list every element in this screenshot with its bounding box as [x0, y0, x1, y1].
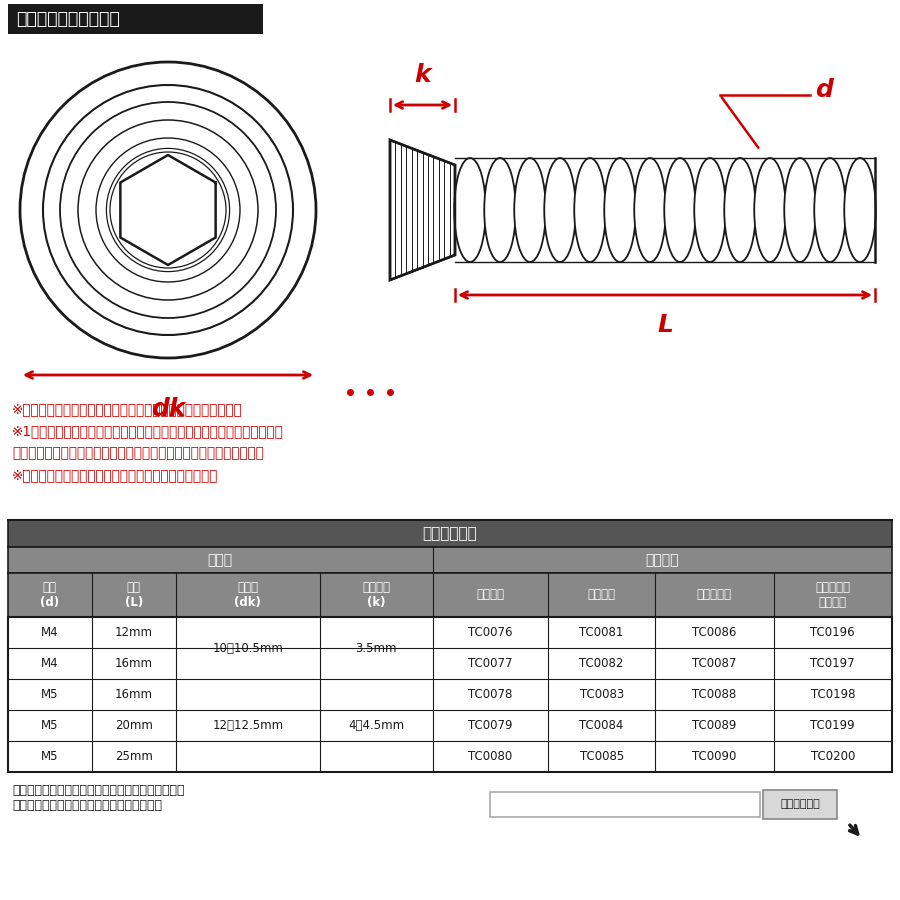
Text: TC0087: TC0087 [692, 657, 736, 670]
Text: L: L [657, 313, 673, 337]
Text: ※1本１本手作業で制作されていますので、ヘッド部分の削りやサイズ、: ※1本１本手作業で制作されていますので、ヘッド部分の削りやサイズ、 [12, 424, 284, 438]
Text: TC0085: TC0085 [580, 750, 624, 763]
Text: TC0199: TC0199 [811, 719, 855, 732]
Ellipse shape [604, 158, 635, 262]
Text: ストア内検索に商品番号を入力していただけますと
お探しの商品に素早くアクセスができます。: ストア内検索に商品番号を入力していただけますと お探しの商品に素早くアクセスがで… [12, 784, 184, 812]
FancyBboxPatch shape [763, 790, 837, 819]
Text: 20mm: 20mm [114, 719, 153, 732]
Text: 16mm: 16mm [114, 688, 153, 701]
FancyBboxPatch shape [8, 710, 892, 741]
Text: TC0200: TC0200 [811, 750, 855, 763]
FancyBboxPatch shape [8, 679, 892, 710]
Text: ゴールド: ゴールド [588, 589, 616, 601]
Text: 呼び
(d): 呼び (d) [40, 581, 59, 609]
Text: TC0090: TC0090 [692, 750, 736, 763]
Text: TC0084: TC0084 [580, 719, 624, 732]
FancyBboxPatch shape [8, 547, 892, 573]
Text: TC0197: TC0197 [811, 657, 855, 670]
Text: 長さ
(L): 長さ (L) [124, 581, 143, 609]
Ellipse shape [454, 158, 486, 262]
Polygon shape [390, 140, 455, 280]
Text: TC0083: TC0083 [580, 688, 624, 701]
Text: k: k [414, 63, 431, 87]
Text: TC0088: TC0088 [692, 688, 736, 701]
Text: TC0089: TC0089 [692, 719, 736, 732]
Text: 12mm: 12mm [114, 626, 153, 639]
Text: dk: dk [151, 397, 185, 421]
FancyBboxPatch shape [490, 792, 760, 817]
Text: M4: M4 [41, 626, 58, 639]
Text: 頭部径
(dk): 頭部径 (dk) [234, 581, 261, 609]
Ellipse shape [694, 158, 725, 262]
Ellipse shape [544, 158, 576, 262]
Text: シェルヘッド: シェルヘッド [423, 526, 477, 541]
Text: TC0086: TC0086 [692, 626, 736, 639]
Ellipse shape [664, 158, 696, 262]
Text: 焼きチタン: 焼きチタン [697, 589, 732, 601]
Text: 頭部高さ
(k): 頭部高さ (k) [363, 581, 391, 609]
FancyBboxPatch shape [8, 648, 892, 679]
Text: M5: M5 [41, 688, 58, 701]
FancyBboxPatch shape [8, 520, 892, 547]
Text: 当店品番: 当店品番 [645, 553, 680, 567]
Ellipse shape [754, 158, 786, 262]
Ellipse shape [814, 158, 846, 262]
Text: 12～12.5mm: 12～12.5mm [212, 719, 284, 732]
FancyBboxPatch shape [8, 617, 892, 648]
Text: ストア内検索: ストア内検索 [780, 799, 820, 809]
Text: ※記載のサイズは平均値です。個体により誤差がございます。: ※記載のサイズは平均値です。個体により誤差がございます。 [12, 402, 243, 416]
Ellipse shape [514, 158, 545, 262]
FancyBboxPatch shape [8, 4, 263, 34]
Text: サイズ: サイズ [208, 553, 233, 567]
Ellipse shape [784, 158, 815, 262]
Text: TC0198: TC0198 [811, 688, 855, 701]
Text: 着色には個体差がございます。予めご理解の上、ご購入ください。: 着色には個体差がございます。予めご理解の上、ご購入ください。 [12, 446, 264, 460]
Text: TC0196: TC0196 [811, 626, 855, 639]
Ellipse shape [724, 158, 756, 262]
Text: 16mm: 16mm [114, 657, 153, 670]
Text: シルバー: シルバー [476, 589, 504, 601]
Text: TC0079: TC0079 [468, 719, 513, 732]
Text: TC0081: TC0081 [580, 626, 624, 639]
Text: M5: M5 [41, 750, 58, 763]
FancyBboxPatch shape [455, 165, 875, 255]
Ellipse shape [484, 158, 516, 262]
Text: ※入荷ロットにより仕様変更になる場合がございます。: ※入荷ロットにより仕様変更になる場合がございます。 [12, 468, 219, 482]
Ellipse shape [844, 158, 876, 262]
Text: 3.5mm: 3.5mm [356, 642, 397, 654]
Text: レインボー
グリーン: レインボー グリーン [815, 581, 850, 609]
Text: ラインアップ＆サイズ: ラインアップ＆サイズ [16, 10, 120, 28]
Text: M4: M4 [41, 657, 58, 670]
Text: TC0082: TC0082 [580, 657, 624, 670]
FancyBboxPatch shape [8, 573, 892, 617]
Text: M5: M5 [41, 719, 58, 732]
Ellipse shape [574, 158, 606, 262]
FancyBboxPatch shape [8, 741, 892, 772]
Text: TC0076: TC0076 [468, 626, 513, 639]
Text: 25mm: 25mm [114, 750, 153, 763]
Text: TC0077: TC0077 [468, 657, 513, 670]
Text: TC0078: TC0078 [468, 688, 513, 701]
Ellipse shape [634, 158, 666, 262]
Text: TC0080: TC0080 [468, 750, 513, 763]
Text: 10～10.5mm: 10～10.5mm [212, 642, 284, 654]
Text: 4～4.5mm: 4～4.5mm [348, 719, 404, 732]
Text: d: d [815, 78, 832, 102]
